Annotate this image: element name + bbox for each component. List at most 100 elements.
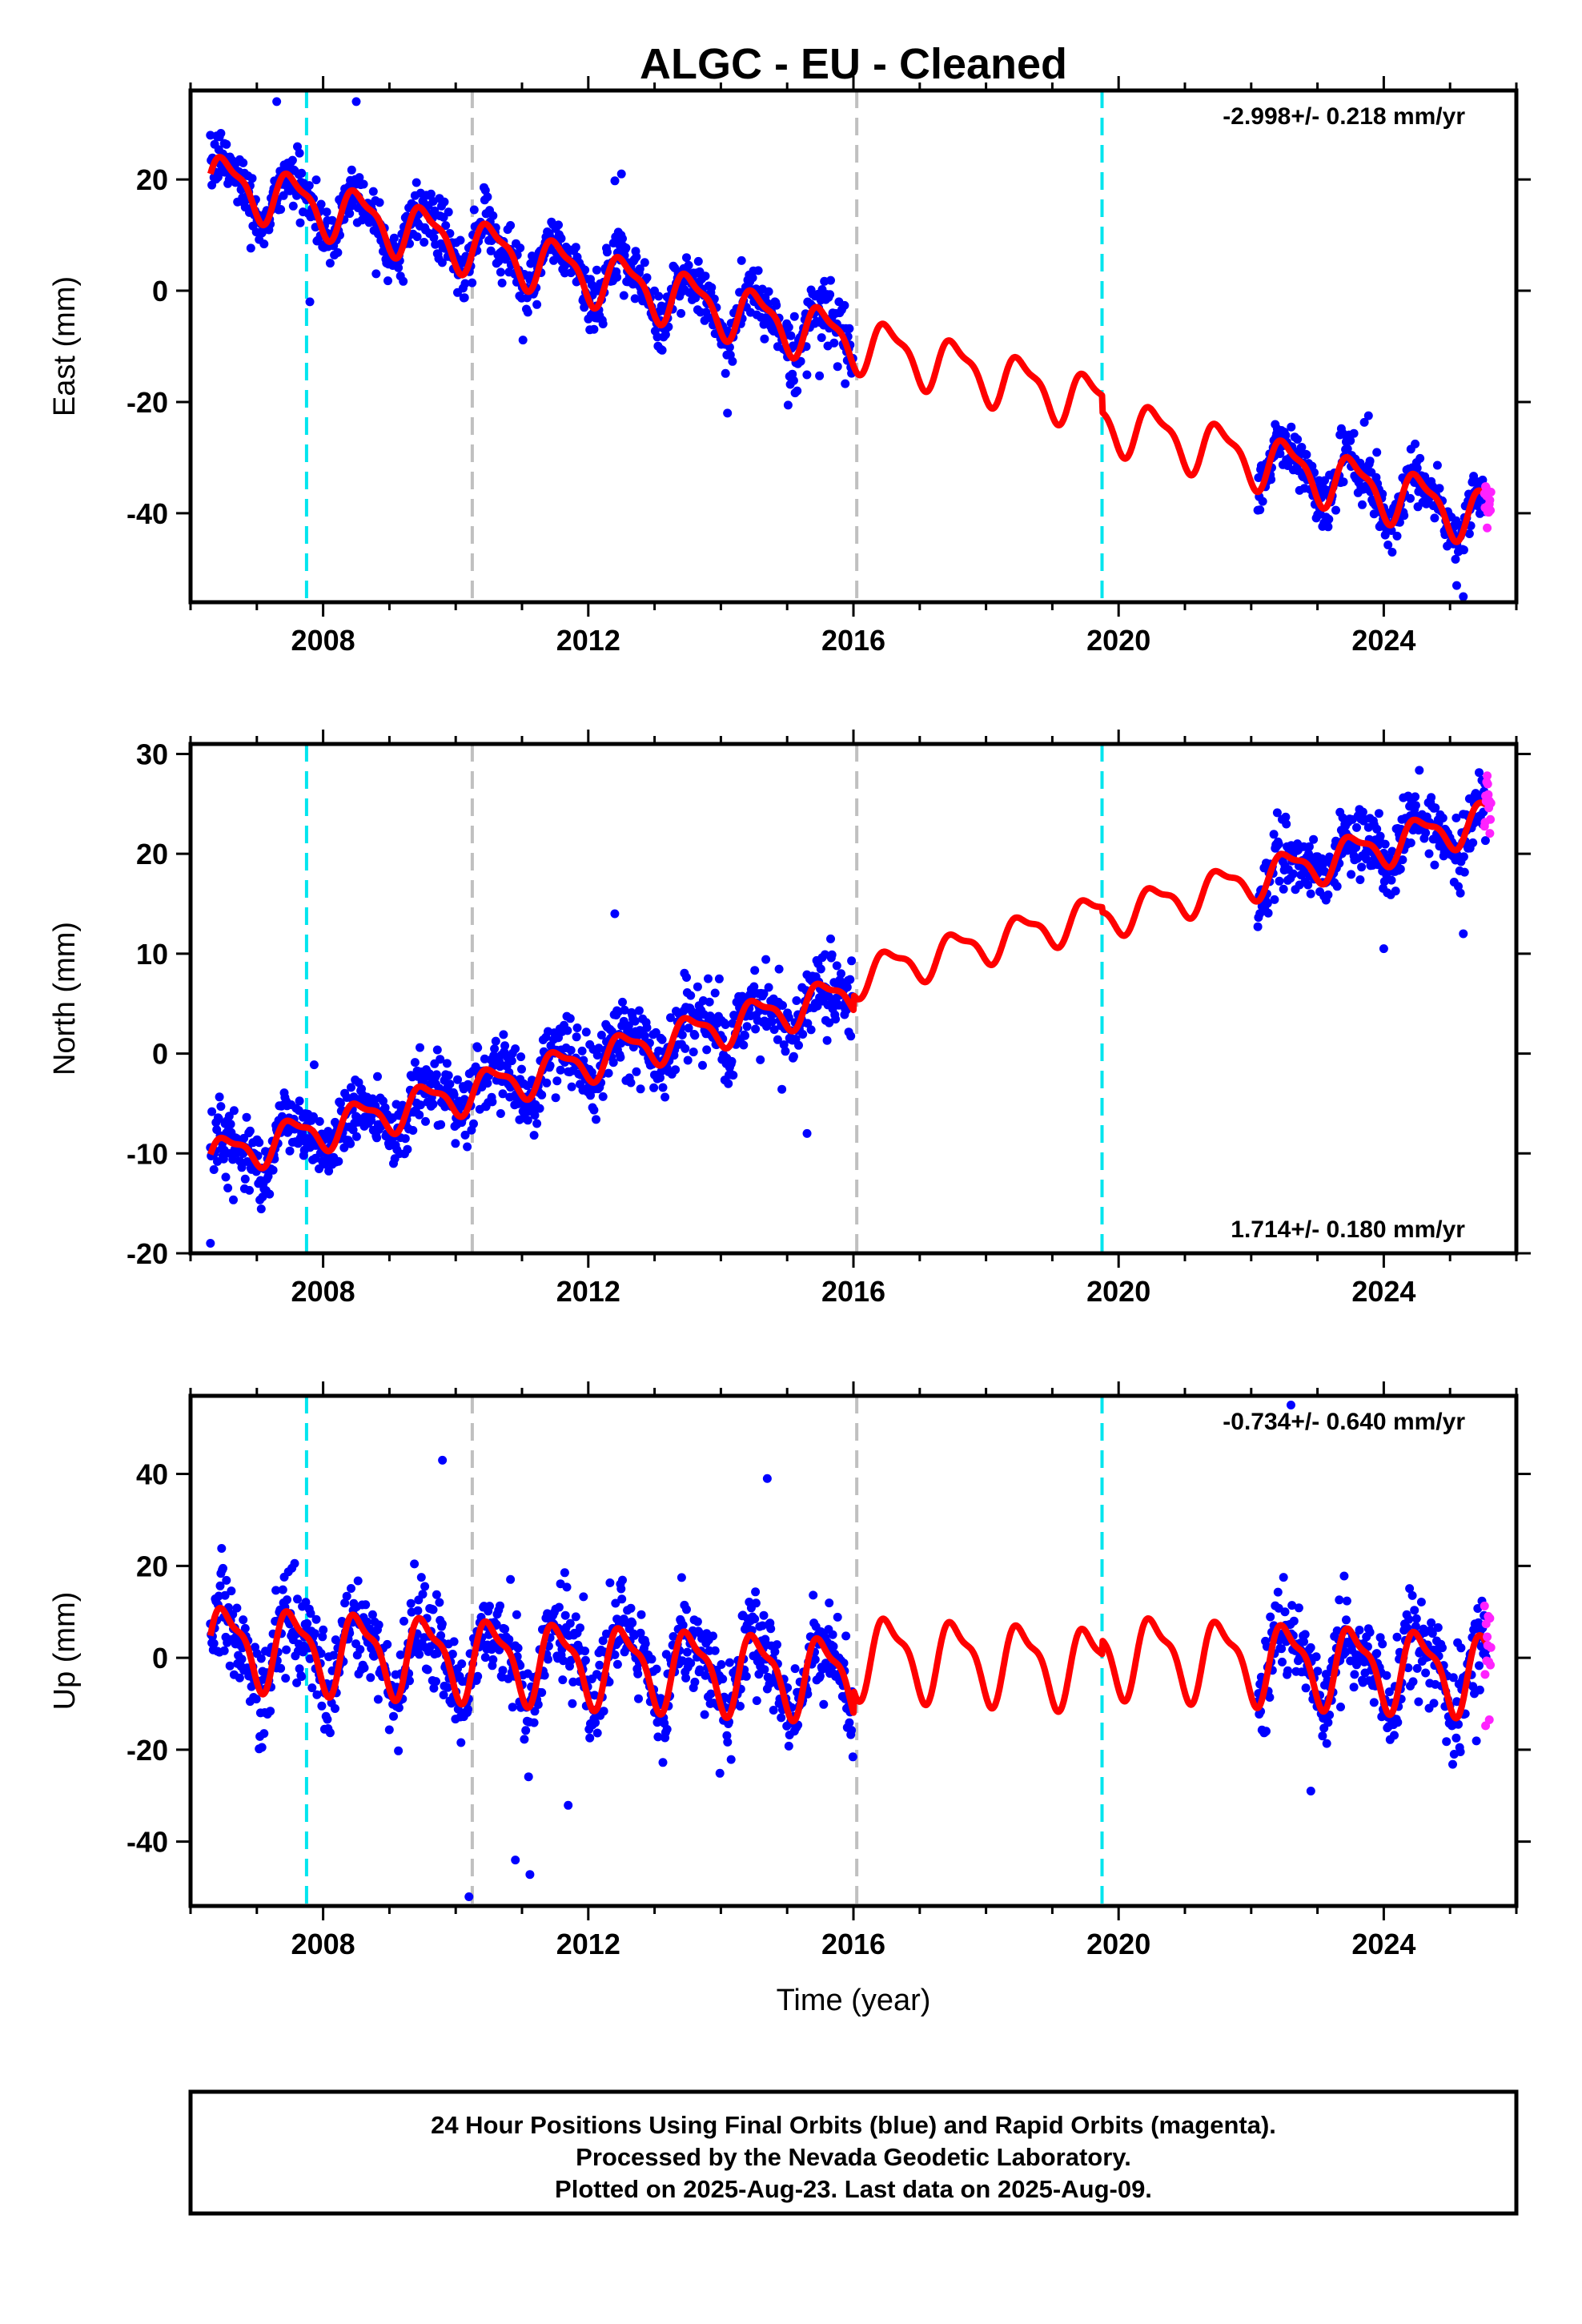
final-orbit-point (728, 356, 737, 366)
final-orbit-point (833, 362, 842, 372)
final-orbit-point (1258, 497, 1267, 506)
final-orbit-point (506, 1574, 516, 1584)
final-orbit-point (626, 1078, 636, 1088)
final-orbit-point (266, 1707, 275, 1716)
final-orbit-point (829, 1642, 838, 1651)
final-orbit-point (580, 303, 589, 312)
final-orbit-point (276, 1663, 286, 1673)
final-orbit-point (794, 1040, 803, 1050)
final-orbit-point (410, 1058, 420, 1068)
final-orbit-point (1407, 1590, 1417, 1600)
final-orbit-point (551, 1093, 560, 1103)
up-panel: 2008 2012 2016 2020 2024 -40 -20 0 20 40 Up (mm) -0… (48, 1381, 1531, 1960)
final-orbit-point (562, 1582, 572, 1592)
final-orbit-point (483, 1079, 492, 1088)
final-orbit-point (580, 1655, 590, 1665)
final-orbit-point (1429, 1699, 1439, 1708)
final-orbit-point (760, 1665, 769, 1675)
final-orbit-point (283, 1595, 291, 1605)
final-orbit-point (571, 1612, 580, 1622)
final-orbit-point (1430, 513, 1439, 523)
final-orbit-point (278, 1585, 287, 1594)
final-orbit-point (323, 1715, 332, 1724)
final-orbit-point (634, 1006, 644, 1015)
final-orbit-point (1255, 505, 1265, 515)
final-orbit-point (355, 173, 364, 183)
final-orbit-point (632, 252, 641, 262)
x-tick-label: 2008 (291, 1928, 355, 1960)
final-orbit-point (751, 1598, 761, 1608)
final-orbit-point (826, 934, 835, 943)
final-orbit-point (530, 1111, 540, 1120)
final-orbit-point (209, 1638, 219, 1648)
final-orbit-point (1391, 887, 1400, 896)
final-orbit-point (568, 1699, 577, 1708)
final-orbit-point (714, 974, 724, 983)
final-orbit-point (255, 1138, 264, 1148)
footer-line-1: 24 Hour Positions Using Final Orbits (bl… (431, 2111, 1276, 2139)
final-orbit-point (723, 408, 733, 418)
final-orbit-point (1414, 1697, 1423, 1707)
final-orbit-point (612, 272, 622, 282)
final-orbit-point (366, 1673, 375, 1683)
final-orbit-point (410, 1559, 420, 1569)
final-orbit-point (693, 1617, 702, 1626)
x-tick-label: 2024 (1351, 624, 1415, 657)
final-orbit-point (1369, 1698, 1379, 1707)
final-orbit-point (498, 1666, 508, 1675)
final-orbit-point (1323, 1718, 1333, 1727)
final-orbit-point (729, 1071, 738, 1080)
final-orbit-point (1379, 944, 1388, 954)
final-orbit-point (1306, 1787, 1315, 1796)
final-orbit-point (1421, 828, 1431, 838)
final-orbit-point (592, 1051, 602, 1060)
final-orbit-point (598, 1092, 608, 1101)
final-orbit-point (429, 233, 439, 243)
final-orbit-point (847, 956, 857, 966)
final-orbit-point (616, 1052, 625, 1062)
final-orbit-point (500, 1041, 510, 1051)
final-orbit-point (1475, 1685, 1484, 1695)
final-orbit-point (295, 148, 304, 158)
final-orbit-point (1475, 1661, 1484, 1671)
final-orbit-point (485, 1602, 494, 1611)
final-orbit-point (281, 1674, 291, 1683)
final-orbit-point (451, 1139, 460, 1148)
final-orbit-point (1282, 819, 1291, 829)
final-orbit-point (293, 1594, 302, 1604)
x-tick-label: 2020 (1086, 1928, 1150, 1960)
final-orbit-point (841, 379, 850, 388)
final-orbit-point (1266, 1612, 1275, 1622)
final-orbit-point (1456, 1747, 1465, 1756)
final-orbit-point (591, 1718, 600, 1727)
final-orbit-point (564, 1800, 573, 1810)
final-orbit-point (400, 1134, 410, 1144)
final-orbit-point (642, 1023, 652, 1032)
final-orbit-point (1283, 1666, 1292, 1675)
final-orbit-point (1275, 449, 1285, 458)
final-orbit-point (1442, 1737, 1452, 1747)
final-orbit-point (620, 1005, 629, 1015)
final-orbit-point (537, 1090, 547, 1100)
final-orbit-point (361, 1600, 371, 1610)
final-orbit-point (725, 1658, 734, 1667)
final-orbit-point (1468, 838, 1478, 847)
final-orbit-point (774, 964, 784, 974)
y-axis-label: North (mm) (48, 922, 82, 1076)
final-orbit-point (325, 259, 335, 268)
final-orbit-point (432, 1045, 442, 1055)
final-orbit-point (1421, 1668, 1431, 1678)
x-tick-label: 2012 (556, 1275, 620, 1308)
rapid-orbit-point (1485, 829, 1495, 838)
final-orbit-point (592, 265, 601, 275)
final-orbit-point (784, 1012, 793, 1022)
final-orbit-point (1410, 1606, 1419, 1615)
final-orbit-point (1372, 1649, 1382, 1659)
final-orbit-point (473, 1043, 483, 1052)
final-orbit-point (658, 1083, 668, 1092)
final-orbit-point (1350, 1670, 1359, 1679)
final-orbit-point (1359, 417, 1369, 427)
final-orbit-point (1365, 456, 1375, 466)
y-tick-label: 20 (136, 838, 168, 870)
final-orbit-point (227, 1586, 236, 1596)
